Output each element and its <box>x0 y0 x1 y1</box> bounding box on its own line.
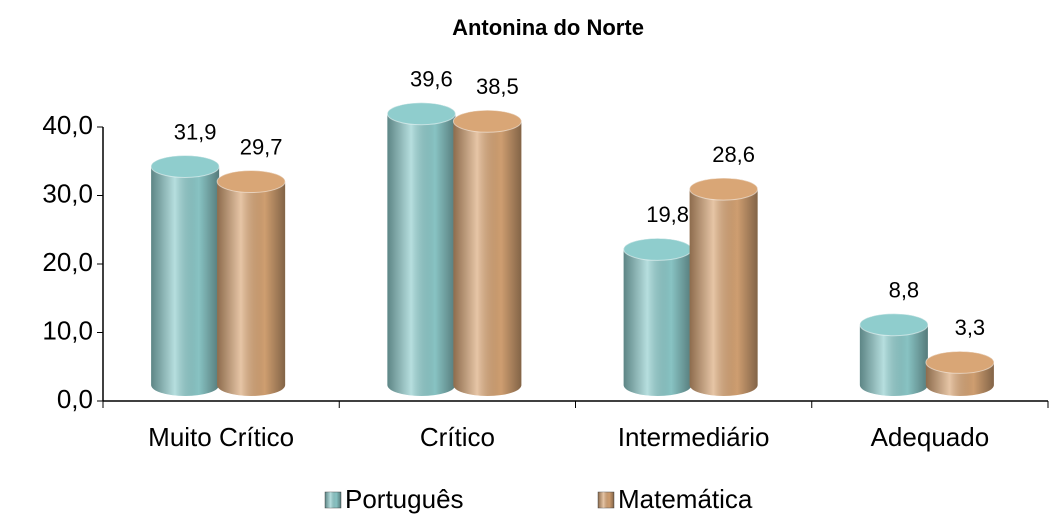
bar-top <box>925 350 995 374</box>
legend-swatch-shade <box>598 492 614 508</box>
bar-top <box>216 170 286 194</box>
bar-shading <box>453 110 522 396</box>
y-tick-label: 0,0 <box>57 384 93 414</box>
x-tick-label: Intermediário <box>618 422 770 452</box>
x-tick-label: Crítico <box>420 422 495 452</box>
data-label: 3,3 <box>955 315 986 340</box>
x-tick-label: Adequado <box>871 422 990 452</box>
data-label: 28,6 <box>712 142 755 167</box>
data-label: 38,5 <box>476 74 519 99</box>
bar-top <box>689 177 759 201</box>
y-tick-label: 10,0 <box>42 315 93 345</box>
data-label: 31,9 <box>174 119 217 144</box>
legend-swatch-shade <box>325 492 341 508</box>
data-label: 39,6 <box>410 67 453 92</box>
data-label: 19,8 <box>646 202 689 227</box>
bar-shading <box>151 155 220 396</box>
x-tick-label: Muito Crítico <box>148 422 294 452</box>
y-tick-label: 20,0 <box>42 247 93 277</box>
data-label: 8,8 <box>889 278 920 303</box>
legend-label: Português <box>345 484 464 514</box>
bar-top <box>452 109 522 133</box>
bar-top <box>859 313 929 337</box>
bar-top <box>623 237 693 261</box>
legend-label: Matemática <box>618 484 753 514</box>
bar-shading <box>387 102 456 397</box>
bar-shading <box>217 170 286 396</box>
bar-top <box>386 102 456 126</box>
data-label: 29,7 <box>240 134 283 159</box>
chart-title: Antonina do Norte <box>452 15 644 40</box>
bar-top <box>150 154 220 178</box>
y-tick-label: 30,0 <box>42 178 93 208</box>
bar-shading <box>623 238 692 396</box>
y-tick-label: 40,0 <box>42 110 93 140</box>
bar-shading <box>689 178 758 396</box>
